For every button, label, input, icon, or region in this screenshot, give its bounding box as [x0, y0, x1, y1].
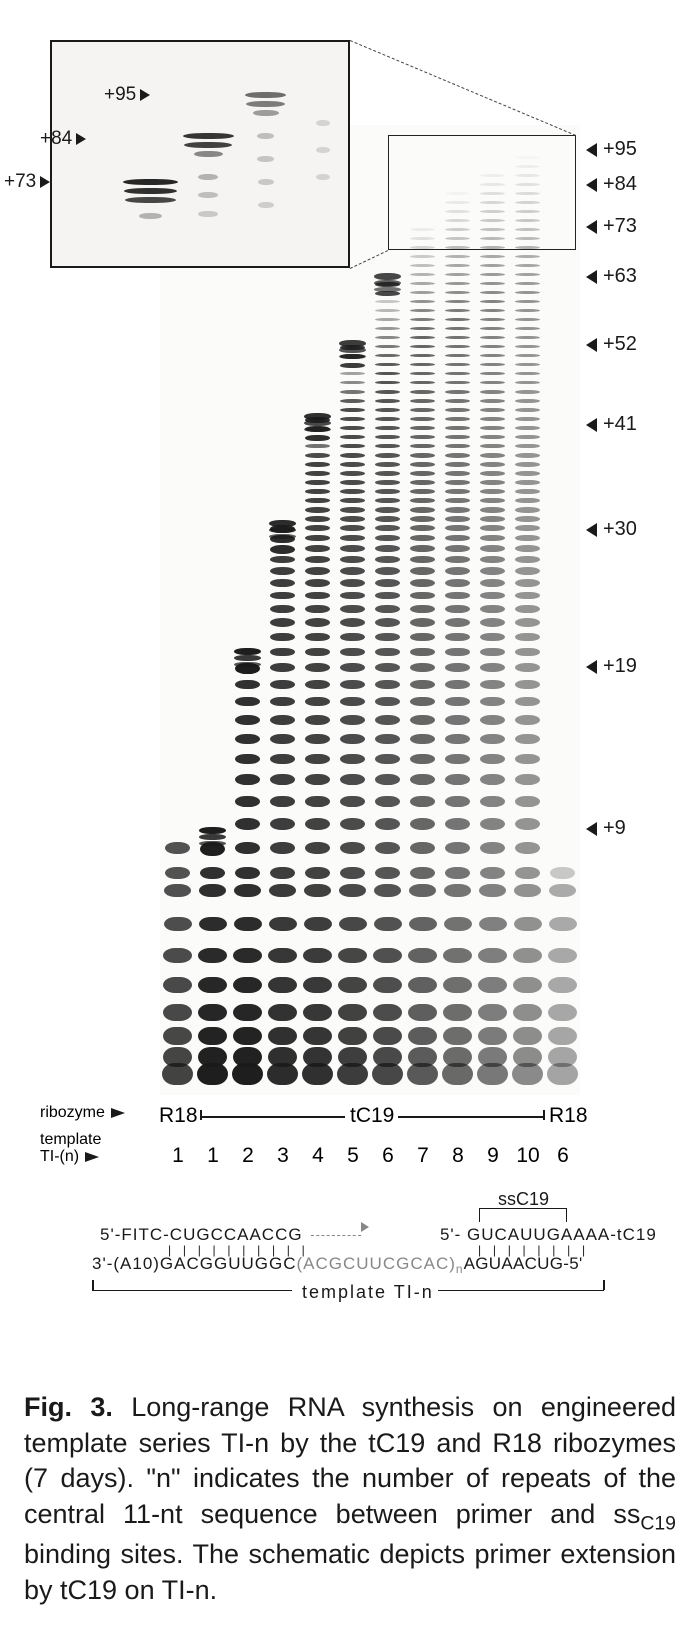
inset-band: [198, 192, 218, 198]
lane-number: 4: [301, 1144, 336, 1168]
inset-gel: +73+84+95: [50, 40, 350, 268]
size-marker: +84: [586, 173, 637, 196]
arrow-head-icon: [361, 1222, 369, 1232]
size-marker: +19: [586, 655, 637, 678]
inset-band: [124, 188, 177, 194]
size-marker: +52: [586, 333, 637, 356]
arrow-icon: [111, 1108, 125, 1118]
inset-band: [258, 202, 274, 208]
size-marker: +41: [586, 413, 637, 436]
size-marker: +9: [586, 817, 626, 840]
label-text: template: [40, 1132, 101, 1149]
label-text: ribozyme: [40, 1104, 105, 1122]
gel-lane: [195, 125, 230, 1095]
bracket-tick: [92, 1280, 94, 1290]
lane-number: 5: [336, 1144, 371, 1168]
inset-band: [198, 174, 218, 180]
gel-lane: [160, 125, 195, 1095]
inset-marker-label: +84: [40, 128, 86, 150]
template-bracket-line: [92, 1290, 292, 1291]
ribozyme-tC19: tC19: [350, 1104, 394, 1128]
connector-line: [350, 40, 576, 136]
inset-band: [198, 211, 218, 217]
template-bracket-label: template TI-n: [302, 1282, 434, 1303]
lane-number: 10: [511, 1144, 546, 1168]
lane-number: 3: [266, 1144, 301, 1168]
template-bracket-line: [438, 1290, 604, 1291]
bracket-tick: [200, 1110, 202, 1120]
figure-caption: Fig. 3. Long-range RNA synthesis on engi…: [24, 1390, 676, 1608]
inset-band: [316, 120, 330, 126]
inset-band: [183, 133, 234, 139]
inset-band: [139, 213, 162, 219]
inset-band: [316, 147, 330, 153]
inset-band: [258, 179, 274, 185]
inset-band: [316, 174, 330, 180]
bracket-line: [398, 1116, 543, 1118]
gel-lane: [265, 125, 300, 1095]
ssC19-bracket: [479, 1208, 567, 1222]
bracket-line: [200, 1116, 345, 1118]
caption-body: Long-range RNA synthesis on engineered t…: [24, 1392, 676, 1605]
gel-lane: [230, 125, 265, 1095]
size-marker: +95: [586, 138, 637, 161]
bracket-tick: [543, 1110, 545, 1120]
size-marker: +73: [586, 215, 637, 238]
lane-number: 8: [441, 1144, 476, 1168]
gel-lane: [335, 125, 370, 1095]
caption-label: Fig. 3.: [24, 1392, 113, 1422]
dashed-arrow: [311, 1235, 361, 1236]
gel-image: [160, 125, 580, 1095]
lane-number: 1: [161, 1144, 196, 1168]
inset-band: [257, 156, 274, 162]
template-repeat-n: n: [456, 1262, 464, 1276]
arrow-icon: [85, 1152, 99, 1162]
inset-band: [253, 110, 279, 116]
inset-source-box: [388, 135, 576, 250]
ribozyme-R18-right: R18: [549, 1104, 588, 1128]
ssC19-label: ssC19: [498, 1189, 549, 1210]
downstream-sequence: 5'- GUCAUUGAAAA-tC19: [440, 1225, 657, 1244]
row-label-ribozyme: ribozyme: [40, 1104, 131, 1122]
lane-number: 7: [406, 1144, 441, 1168]
base-pair-marks: | | | | | | | | | |: [168, 1246, 309, 1254]
row-label-template: template TI-(n): [40, 1132, 105, 1166]
schematic-bottom-row: 3'-(A10)GACGGUUGGC(ACGCUUCGCAC)nAGUAACUG…: [92, 1254, 583, 1276]
base-pair-marks: | | | | | | | |: [478, 1246, 589, 1254]
bracket-tick: [603, 1280, 605, 1290]
gel-lane: [370, 125, 405, 1095]
inset-band: [125, 197, 176, 203]
ribozyme-R18-left: R18: [159, 1104, 198, 1128]
template-right: AGUAACUG-5': [464, 1254, 583, 1273]
lane-number: 6: [371, 1144, 406, 1168]
size-marker: +30: [586, 518, 637, 541]
gel-lane: [300, 125, 335, 1095]
lane-number: 2: [231, 1144, 266, 1168]
inset-marker-label: +73: [4, 171, 50, 193]
gel-lane: [475, 125, 510, 1095]
inset-band: [246, 101, 285, 107]
gel-lane: [405, 125, 440, 1095]
inset-band: [257, 133, 274, 139]
inset-band: [245, 92, 286, 98]
gel-lane: [510, 125, 545, 1095]
gel-lane: [545, 125, 580, 1095]
lane-number: 9: [476, 1144, 511, 1168]
label-text: TI-(n): [40, 1149, 79, 1166]
inset-marker-label: +95: [104, 84, 150, 106]
schematic-top-row: 5'-FITC-CUGCCAACCG 5'- GUCAUUGAAAA-tC19: [100, 1225, 657, 1245]
inset-band: [194, 151, 223, 157]
inset-band: [184, 142, 232, 148]
lane-number: 1: [196, 1144, 231, 1168]
primer-sequence: 5'-FITC-CUGCCAACCG: [100, 1225, 303, 1244]
template-repeat: (ACGCUUCGCAC): [297, 1254, 456, 1273]
figure-panel: +73+84+95 +95 +84 +73 +63 +52 +41 +30 +19 +9 rib…: [20, 20, 680, 1310]
gel-lane: [440, 125, 475, 1095]
size-marker: +63: [586, 265, 637, 288]
inset-band: [123, 179, 178, 185]
lane-number: 6: [546, 1144, 581, 1168]
template-left: 3'-(A10)GACGGUUGGC: [92, 1254, 297, 1273]
